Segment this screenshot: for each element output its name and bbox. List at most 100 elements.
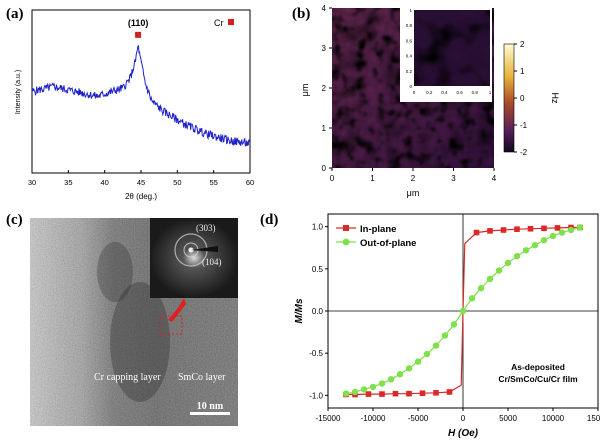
- mfm-figure: 0 0.2 0.4 0.6 0.8 1 0 0.2 0.4 0.6 0.8 1 0 1 2 3 4 0 1 2 3 4…: [300, 4, 560, 198]
- panel-a-xrd: (a) 30 35 40 45 50 55 60 (110) Cr 2θ (deg.) In…: [0, 0, 290, 210]
- tem-label-smco-layer: SmCo layer: [178, 372, 226, 383]
- inset-ytick-label: 0.6: [406, 38, 413, 43]
- colorbar-tick-label: -2: [520, 148, 528, 157]
- mh-point-inplane: [365, 391, 372, 397]
- mh-point-outofplane: [549, 232, 557, 240]
- mh-point-inplane: [554, 225, 561, 231]
- mh-point-outofplane: [468, 295, 476, 302]
- inset-ytick-label: 0.2: [406, 69, 413, 74]
- mh-xtick-label: 5000: [499, 414, 517, 423]
- xrd-xtick-label: 50: [173, 178, 181, 187]
- xrd-xtick-label: 40: [100, 178, 108, 187]
- mh-point-outofplane: [504, 259, 512, 267]
- mh-ytick-label: -0.5: [309, 349, 323, 358]
- mh-point-outofplane: [522, 247, 530, 254]
- mh-point-inplane: [541, 225, 547, 232]
- mfm-inset: 0 0.2 0.4 0.6 0.8 1 0 0.2 0.4 0.6 0.8 1: [400, 8, 492, 102]
- panel-d-hysteresis: (d) -15000 -10000 -5000 0 5000 10000 15000 -1.…: [260, 212, 600, 439]
- xrd-peak-label: (110): [128, 18, 149, 28]
- inset-ytick-label: 1: [409, 8, 412, 13]
- hysteresis-chart: -15000 -10000 -5000 0 5000 10000 15000 -1.0 -0.…: [294, 213, 600, 439]
- mh-point-outofplane: [360, 386, 368, 393]
- mh-point-outofplane: [567, 226, 575, 234]
- panel-label-b: (b): [292, 6, 311, 22]
- mh-point-outofplane: [441, 332, 449, 339]
- mh-point-inplane: [514, 226, 520, 232]
- mh-point-outofplane: [459, 307, 467, 315]
- inset-ytick-label: 0.4: [406, 54, 413, 59]
- mfm-xtick-label: 2: [411, 174, 416, 183]
- xrd-peak-marker: [135, 31, 142, 38]
- inset-xtick-label: 0.2: [426, 90, 433, 95]
- legend-outofplane-label: Out-of-plane: [360, 238, 416, 249]
- inset-ytick-label: 0: [409, 84, 412, 89]
- mh-point-inplane: [487, 228, 493, 234]
- mfm-ylabel: μm: [300, 84, 310, 97]
- mh-point-outofplane: [531, 242, 539, 249]
- mh-point-outofplane: [423, 350, 431, 358]
- inset-xtick-label: 1: [489, 90, 492, 95]
- tem-scale-label: 10 nm: [197, 401, 224, 412]
- mh-xtick-label: 10000: [542, 414, 565, 423]
- mh-annotation-line1: As-deposited: [511, 362, 565, 372]
- xrd-xlabel: 2θ (deg.): [125, 192, 157, 201]
- mfm-ytick-label: 1: [322, 124, 327, 133]
- mfm-ytick-label: 2: [322, 84, 327, 93]
- inset-xtick-label: 0.8: [472, 90, 479, 95]
- mh-xtick-label: -5000: [408, 414, 429, 423]
- xrd-xtick-label: 60: [246, 178, 254, 187]
- legend-inplane-marker: [343, 225, 349, 231]
- mh-point-outofplane: [414, 358, 422, 365]
- mh-point-inplane: [446, 389, 453, 395]
- mh-point-outofplane: [477, 285, 485, 292]
- mh-point-outofplane: [450, 321, 458, 328]
- mh-point-outofplane: [513, 252, 521, 260]
- mfm-colorbar: [503, 43, 515, 153]
- saed-inset: (303) (104): [150, 218, 238, 298]
- xrd-xtick-label: 45: [137, 178, 145, 187]
- legend-inplane-label: In-plane: [360, 224, 396, 235]
- mh-point-inplane: [527, 225, 534, 232]
- mh-point-outofplane: [369, 383, 377, 391]
- panel-label-a: (a): [6, 6, 24, 22]
- tem-scale-bar: [190, 412, 230, 415]
- mh-point-inplane: [406, 390, 412, 397]
- tem-label-cr-layer: Cr capping layer: [94, 372, 161, 383]
- saed-ring-303: (303): [196, 223, 216, 233]
- mh-point-outofplane: [405, 365, 413, 372]
- mh-point-outofplane: [351, 388, 359, 396]
- mfm-xtick-label: 4: [492, 174, 497, 183]
- inset-xtick-label: 0.6: [456, 90, 463, 95]
- mh-point-outofplane: [378, 380, 386, 387]
- mfm-colorbar-label: Hz: [550, 93, 560, 104]
- colorbar-tick-label: -1: [520, 121, 528, 130]
- panel-label-d: (d): [260, 212, 279, 228]
- mfm-xlabel: μm: [407, 188, 420, 198]
- mh-annotation-line2: Cr/SmCo/Cu/Cr film: [498, 374, 578, 384]
- legend-outofplane-marker: [342, 238, 350, 246]
- mh-ytick-label: 0.5: [312, 265, 324, 274]
- mh-xlabel: H (Oe): [448, 428, 479, 439]
- mh-ytick-label: -1.0: [309, 391, 323, 400]
- inset-xtick-label: 0.4: [441, 90, 448, 95]
- inset-ytick-label: 0.8: [406, 23, 413, 28]
- panel-c-tem: (c): [0, 212, 290, 438]
- mh-ylabel: M/Ms: [294, 298, 305, 323]
- mh-point-outofplane: [342, 390, 350, 397]
- xrd-legend-marker: [228, 19, 234, 25]
- mh-point-inplane: [500, 227, 507, 233]
- mfm-xtick-label: 0: [330, 174, 335, 183]
- xrd-xtick-label: 30: [28, 178, 36, 187]
- mh-point-inplane: [379, 391, 385, 397]
- mh-point-outofplane: [387, 376, 395, 383]
- colorbar-tick-label: 0: [520, 94, 525, 103]
- mh-point-outofplane: [558, 229, 566, 236]
- mh-point-inplane: [419, 390, 426, 397]
- mfm-ytick-label: 0: [322, 164, 327, 173]
- mfm-xtick-label: 3: [451, 174, 456, 183]
- mfm-ytick-label: 3: [322, 44, 327, 53]
- mh-point-outofplane: [540, 236, 548, 244]
- mh-xtick-label: -10000: [361, 414, 386, 423]
- xrd-ylabel: Intensity (a.u.): [15, 70, 22, 114]
- mh-point-outofplane: [495, 267, 503, 274]
